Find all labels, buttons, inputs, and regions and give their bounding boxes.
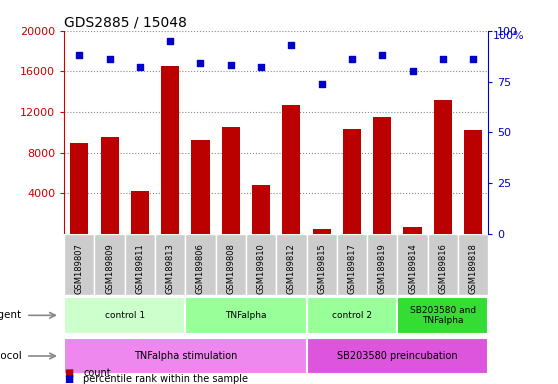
Text: GSM189808: GSM189808: [227, 243, 235, 294]
Bar: [367, 234, 397, 295]
Bar: [70, 142, 88, 234]
Text: TNFalpha stimulation: TNFalpha stimulation: [134, 351, 237, 361]
Bar: [434, 100, 452, 234]
Text: GSM189812: GSM189812: [287, 243, 296, 294]
Text: protocol: protocol: [0, 351, 22, 361]
Text: GDS2885 / 15048: GDS2885 / 15048: [64, 16, 187, 30]
Bar: [427, 234, 458, 295]
Point: [227, 62, 235, 68]
Point: [75, 52, 84, 58]
Text: GSM189810: GSM189810: [257, 243, 266, 294]
Text: GSM189809: GSM189809: [105, 243, 114, 294]
Text: GSM189819: GSM189819: [378, 243, 387, 294]
Point: [317, 81, 326, 87]
Text: GSM189814: GSM189814: [408, 243, 417, 294]
Text: GSM189818: GSM189818: [469, 243, 478, 294]
Bar: [397, 297, 488, 334]
Text: agent: agent: [0, 310, 22, 320]
Bar: [306, 338, 488, 374]
Bar: [464, 130, 482, 234]
Point: [166, 38, 175, 44]
Bar: [403, 227, 422, 234]
Text: GSM189817: GSM189817: [348, 243, 357, 294]
Point: [378, 52, 387, 58]
Text: GSM189807: GSM189807: [75, 243, 84, 294]
Bar: [215, 234, 246, 295]
Text: count: count: [83, 368, 111, 378]
Point: [439, 56, 448, 62]
Bar: [397, 234, 427, 295]
Bar: [337, 234, 367, 295]
Bar: [458, 234, 488, 295]
Text: 100%: 100%: [493, 31, 524, 41]
Text: ■: ■: [64, 368, 74, 378]
Bar: [131, 191, 149, 234]
Bar: [185, 297, 306, 334]
Bar: [64, 297, 185, 334]
Bar: [222, 127, 240, 234]
Bar: [312, 229, 331, 234]
Text: percentile rank within the sample: percentile rank within the sample: [83, 374, 248, 384]
Text: SB203580 and
TNFalpha: SB203580 and TNFalpha: [410, 306, 476, 325]
Text: control 1: control 1: [105, 311, 145, 320]
Bar: [161, 66, 179, 234]
Bar: [185, 234, 215, 295]
Point: [348, 56, 357, 62]
Point: [287, 42, 296, 48]
Bar: [252, 185, 270, 234]
Bar: [100, 137, 119, 234]
Bar: [306, 297, 397, 334]
Bar: [155, 234, 185, 295]
Bar: [64, 234, 94, 295]
Text: TNFalpha: TNFalpha: [225, 311, 267, 320]
Text: ■: ■: [64, 374, 74, 384]
Bar: [94, 234, 125, 295]
Bar: [191, 141, 210, 234]
Point: [196, 60, 205, 66]
Point: [469, 56, 478, 62]
Text: control 2: control 2: [332, 311, 372, 320]
Bar: [306, 234, 337, 295]
Text: GSM189811: GSM189811: [136, 243, 145, 294]
Point: [105, 56, 114, 62]
Point: [408, 68, 417, 74]
Text: GSM189816: GSM189816: [439, 243, 448, 294]
Text: GSM189813: GSM189813: [166, 243, 175, 294]
Bar: [64, 338, 306, 374]
Bar: [125, 234, 155, 295]
Text: GSM189806: GSM189806: [196, 243, 205, 294]
Bar: [343, 129, 361, 234]
Point: [136, 64, 145, 70]
Point: [257, 64, 266, 70]
Bar: [246, 234, 276, 295]
Bar: [373, 117, 391, 234]
Text: SB203580 preincubation: SB203580 preincubation: [337, 351, 458, 361]
Bar: [282, 105, 300, 234]
Bar: [276, 234, 306, 295]
Text: GSM189815: GSM189815: [317, 243, 326, 294]
